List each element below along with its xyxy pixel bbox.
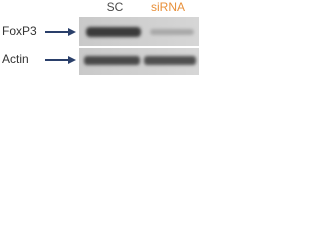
band <box>150 29 194 35</box>
band <box>84 56 140 65</box>
band <box>86 27 141 37</box>
row-label: Actin <box>2 52 29 66</box>
band <box>144 56 196 65</box>
western-blot-figure: SC siRNA FoxP3 Actin <box>2 0 199 75</box>
lane-label: SC <box>107 0 124 14</box>
lane-label: siRNA <box>151 0 185 14</box>
arrow <box>45 28 76 36</box>
row-label: FoxP3 <box>2 24 37 38</box>
arrow <box>45 56 76 64</box>
